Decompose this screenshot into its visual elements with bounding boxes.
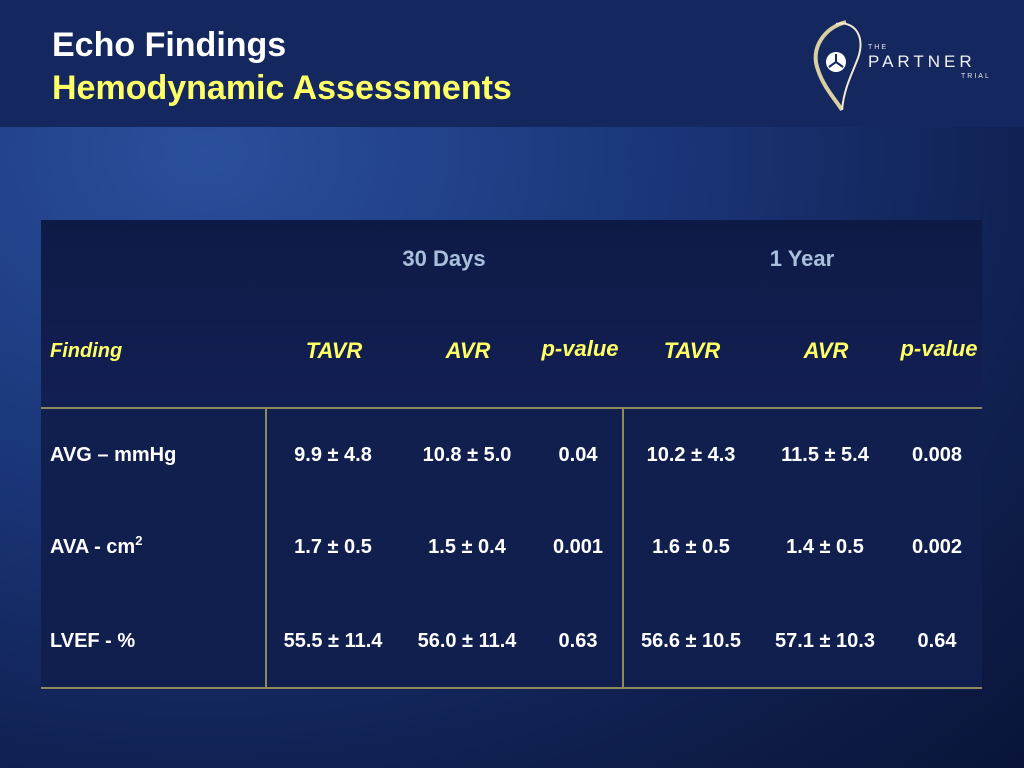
table-cell: 0.04	[558, 444, 598, 466]
finding-divider	[265, 408, 267, 688]
table-cell: 0.001	[552, 536, 604, 558]
table-cell: 0.002	[911, 536, 963, 558]
row-label-ava: AVA - cm2	[50, 533, 143, 561]
column-header-pvalue-1y: p-value	[900, 336, 978, 361]
table-cell: 1.7 ± 0.5	[294, 536, 372, 558]
table-cell: 0.64	[917, 630, 957, 652]
row-label-lvef: LVEF - %	[50, 630, 136, 652]
header-band	[0, 0, 1024, 127]
table-cell: 55.5 ± 11.4	[283, 630, 383, 652]
column-header-pvalue-30d: p-value	[541, 336, 619, 361]
column-header-avr-1y: AVR	[803, 338, 849, 363]
slide-subtitle: Hemodynamic Assessments	[52, 69, 512, 107]
table-cell: 57.1 ± 10.3	[775, 630, 875, 652]
table-cell: 0.63	[558, 630, 598, 652]
row-label-avg: AVG – mmHg	[50, 444, 177, 466]
table-cell: 1.5 ± 0.4	[428, 536, 506, 558]
row-label-ava-text: AVA - cm	[50, 536, 136, 558]
finding-column-header: Finding	[50, 340, 123, 362]
header-rule	[41, 407, 982, 409]
table-cell: 56.0 ± 11.4	[417, 630, 517, 652]
table-cell: 1.6 ± 0.5	[652, 536, 730, 558]
bottom-rule	[41, 687, 982, 689]
row-label-ava-superscript: 2	[135, 533, 143, 548]
group-header-1-year: 1 Year	[769, 246, 835, 271]
table-cell: 11.5 ± 5.4	[781, 444, 869, 466]
table-cell: 10.2 ± 4.3	[646, 444, 736, 466]
column-header-tavr-1y: TAVR	[663, 338, 721, 363]
table-cell: 1.4 ± 0.5	[786, 536, 864, 558]
logo-trial-text: TRIAL	[961, 73, 991, 80]
logo-the-text: THE	[868, 44, 888, 51]
group-divider	[622, 408, 624, 688]
table-cell: 0.008	[911, 444, 963, 466]
column-header-avr-30d: AVR	[445, 338, 491, 363]
table-header-area	[41, 220, 982, 407]
partner-trial-logo	[813, 20, 862, 112]
logo-partner-text: PARTNER	[868, 52, 976, 71]
table-cell: 10.8 ± 5.0	[422, 444, 512, 466]
table-cell: 56.6 ± 10.5	[641, 630, 741, 652]
slide-title: Echo Findings	[52, 26, 287, 64]
table-cell: 9.9 ± 4.8	[294, 444, 372, 466]
column-header-tavr-30d: TAVR	[305, 338, 363, 363]
group-header-30-days: 30 Days	[402, 246, 486, 271]
